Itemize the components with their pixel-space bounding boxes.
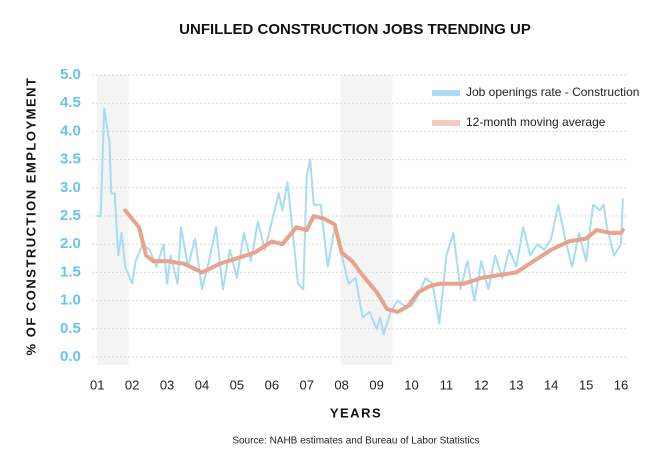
- y-tick-label: 3.0: [60, 179, 81, 196]
- legend-label: 12-month moving average: [466, 115, 606, 129]
- y-tick-label: 0.5: [60, 320, 81, 337]
- x-tick-label: 13: [509, 377, 523, 392]
- x-tick-label: 12: [474, 377, 488, 392]
- x-tick-label: 04: [195, 377, 209, 392]
- x-tick-label: 07: [300, 377, 314, 392]
- y-tick-label: 2.5: [60, 207, 81, 224]
- x-tick-label: 11: [440, 377, 454, 392]
- x-tick-label: 14: [544, 377, 558, 392]
- y-tick-label: 1.5: [60, 263, 81, 280]
- recession-band: [97, 75, 129, 365]
- x-tick-label: 09: [369, 377, 383, 392]
- y-tick-label: 1.0: [60, 292, 81, 309]
- series-line: [123, 208, 625, 314]
- recession-band: [340, 75, 393, 365]
- y-tick-label: 0.0: [60, 348, 81, 365]
- y-tick-label: 4.0: [60, 122, 81, 139]
- x-tick-label: 05: [230, 377, 244, 392]
- x-tick-label: 06: [265, 377, 279, 392]
- y-tick-label: 2.0: [60, 235, 81, 252]
- x-tick-label: 02: [125, 377, 139, 392]
- x-tick-label: 08: [334, 377, 348, 392]
- y-tick-label: 5.0: [60, 66, 81, 83]
- x-tick-label: 03: [160, 377, 174, 392]
- y-axis-label: % OF CONSTRUCTION EMPLOYMENT: [23, 77, 38, 356]
- x-tick-label: 01: [90, 377, 104, 392]
- y-tick-label: 4.5: [60, 94, 81, 111]
- chart-title: UNFILLED CONSTRUCTION JOBS TRENDING UP: [179, 21, 531, 38]
- y-tick-label: 3.5: [60, 151, 81, 168]
- x-axis-label: YEARS: [330, 405, 382, 420]
- x-tick-label: 16: [614, 377, 628, 392]
- source-note: Source: NAHB estimates and Bureau of Lab…: [232, 436, 479, 447]
- x-tick-label: 10: [404, 377, 418, 392]
- x-tick-label: 15: [579, 377, 593, 392]
- legend-label: Job openings rate - Construction: [466, 85, 639, 99]
